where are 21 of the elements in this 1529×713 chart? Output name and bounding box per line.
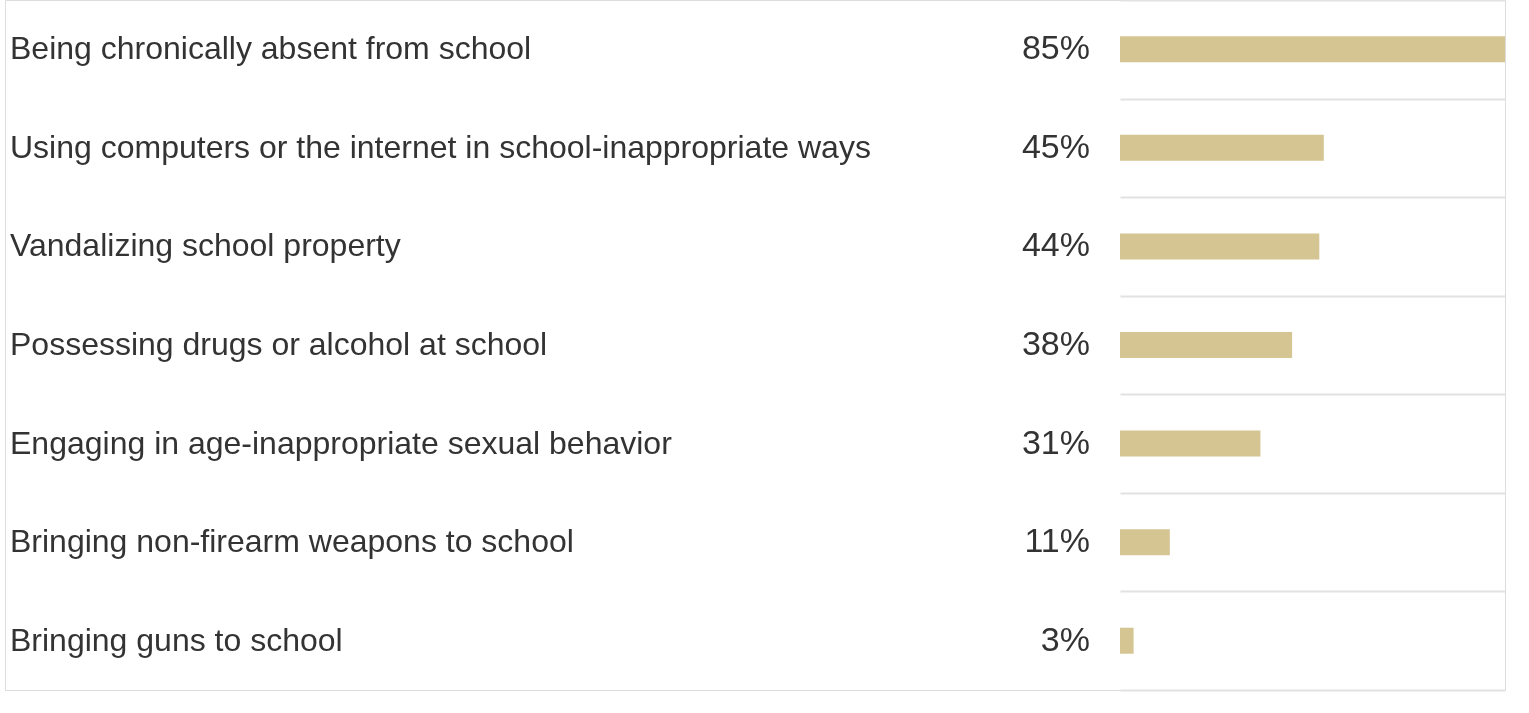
- bar: [1120, 36, 1505, 63]
- bar: [1120, 134, 1324, 161]
- data-label: 11%: [1024, 521, 1090, 560]
- y-tick-label: Possessing drugs or alcohol at school: [10, 326, 548, 362]
- y-tick-label: Being chronically absent from school: [10, 30, 532, 67]
- y-tick-label: Engaging in age-inappropriate sexual behavior: [10, 424, 673, 461]
- bar: [1120, 233, 1320, 260]
- bar: [1120, 430, 1261, 457]
- y-tick-label: Vandalizing school property: [10, 227, 401, 264]
- data-label: 38%: [1021, 324, 1090, 362]
- data-label: 45%: [1021, 126, 1090, 165]
- data-label: 44%: [1021, 225, 1090, 264]
- data-label: 31%: [1021, 422, 1090, 461]
- bar: [1120, 332, 1293, 358]
- bar: [1120, 529, 1170, 556]
- y-tick-label: Bringing non-firearm weapons to school: [10, 523, 574, 560]
- data-label: 85%: [1021, 28, 1090, 67]
- bar: [1120, 627, 1134, 654]
- y-tick-label: Using computers or the internet in school-inappropriate ways: [10, 128, 871, 165]
- y-tick-label: Bringing guns to school: [10, 621, 343, 658]
- data-label: 3%: [1040, 619, 1090, 658]
